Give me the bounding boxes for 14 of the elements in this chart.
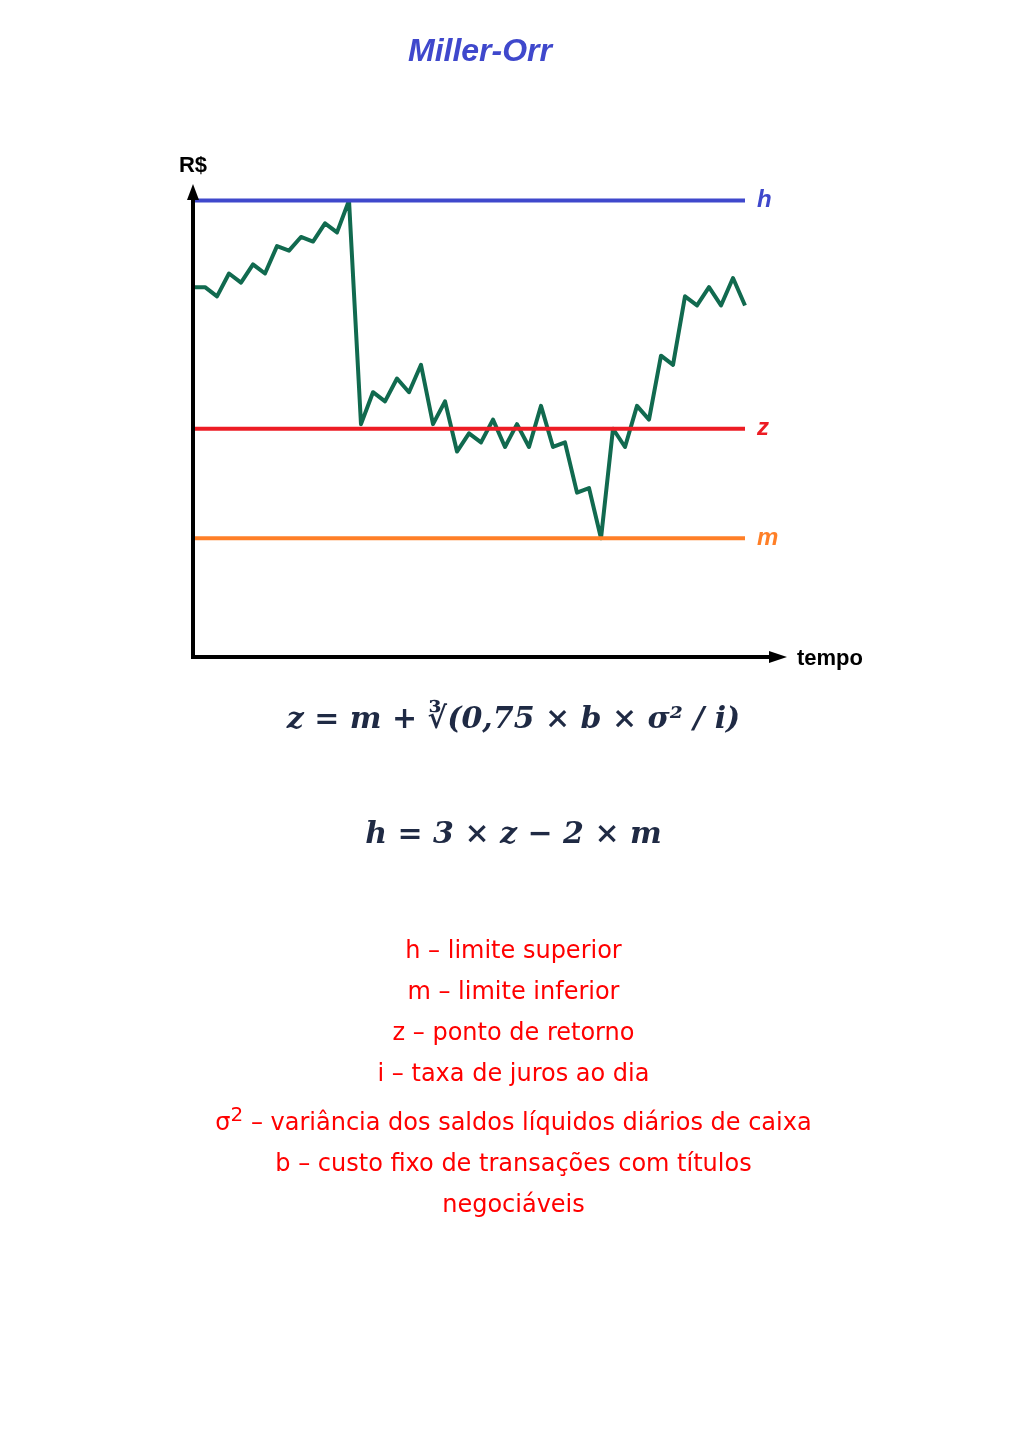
text: h = 3 × z − 2 × m [365, 815, 662, 850]
ref-line-label: z [756, 413, 769, 441]
text: z = m + ∛(0,75 × b × σ² / i) [286, 700, 741, 735]
text: b – custo fixo de transações com títulos negociáveis [274, 1148, 753, 1220]
text: z – ponto de retorno [391, 1017, 636, 1048]
chart-title: Miller-Orr [407, 31, 554, 68]
ref-line-label: h [757, 185, 772, 213]
text: i – taxa de juros ao dia [376, 1058, 651, 1089]
y-axis-title: R$ [178, 152, 208, 178]
text: σ$^{2}$ – variância dos saldos líquidos diários de caixa [214, 1101, 813, 1138]
ref-line-label: m [757, 522, 779, 550]
text: m – limite inferior [406, 976, 621, 1007]
x-axis-title: tempo [797, 645, 863, 671]
text: h – limite superior [404, 935, 623, 966]
